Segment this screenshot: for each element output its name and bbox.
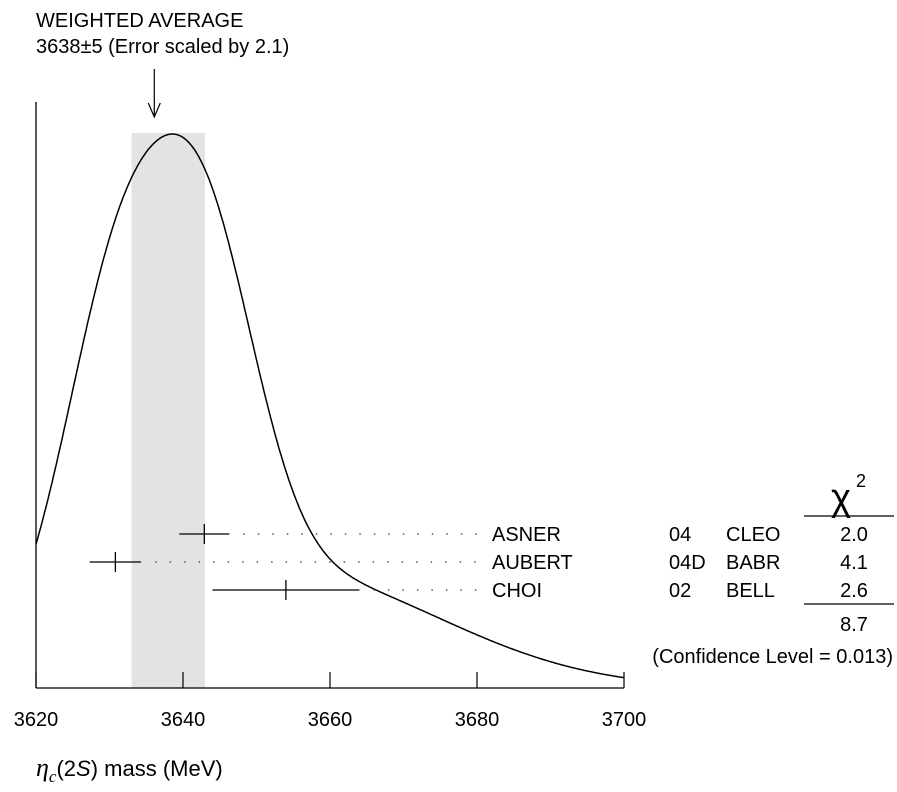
chi2-symbol: χ <box>831 477 851 519</box>
measurement-experiment: BABR <box>726 552 780 574</box>
measurement-author: ASNER <box>492 524 561 546</box>
measurement-author: CHOI <box>492 580 542 602</box>
x-axis-label: ηc(2S) mass (MeV) <box>36 753 223 786</box>
measurement-experiment: BELL <box>726 580 775 602</box>
chi2-power: 2 <box>856 471 866 491</box>
chi2-header: χ 2 <box>831 471 866 519</box>
measurement-chi2: 2.0 <box>840 524 868 546</box>
measurement-year: 02 <box>669 580 691 602</box>
confidence-level: (Confidence Level = 0.013) <box>652 646 893 668</box>
measurement-chi2: 2.6 <box>840 580 868 602</box>
x-tick-label: 3640 <box>161 709 206 731</box>
x-tick-label: 3700 <box>602 709 647 731</box>
measurement-year: 04 <box>669 524 691 546</box>
chi2-total: 8.7 <box>840 614 868 636</box>
chart-subtitle: 3638±5 (Error scaled by 2.1) <box>36 36 289 58</box>
average-arrow <box>147 69 161 119</box>
measurements: ASNER 04 CLEO 2.0 AUBERT 04D BABR 4.1 CHOI 02 BELL… <box>89 524 868 602</box>
measurement-author: AUBERT <box>492 552 573 574</box>
x-axis-ticks: 3620 3640 3660 3680 3700 <box>14 672 647 731</box>
measurement-chi2: 4.1 <box>840 552 868 574</box>
x-tick-label: 3620 <box>14 709 59 731</box>
weighted-average-band <box>131 133 206 688</box>
measurement-year: 04D <box>669 552 706 574</box>
ideogram-curve <box>35 133 625 679</box>
x-tick-label: 3660 <box>308 709 353 731</box>
x-tick-label: 3680 <box>455 709 500 731</box>
chart-title: WEIGHTED AVERAGE <box>36 10 243 32</box>
measurement-experiment: CLEO <box>726 524 780 546</box>
